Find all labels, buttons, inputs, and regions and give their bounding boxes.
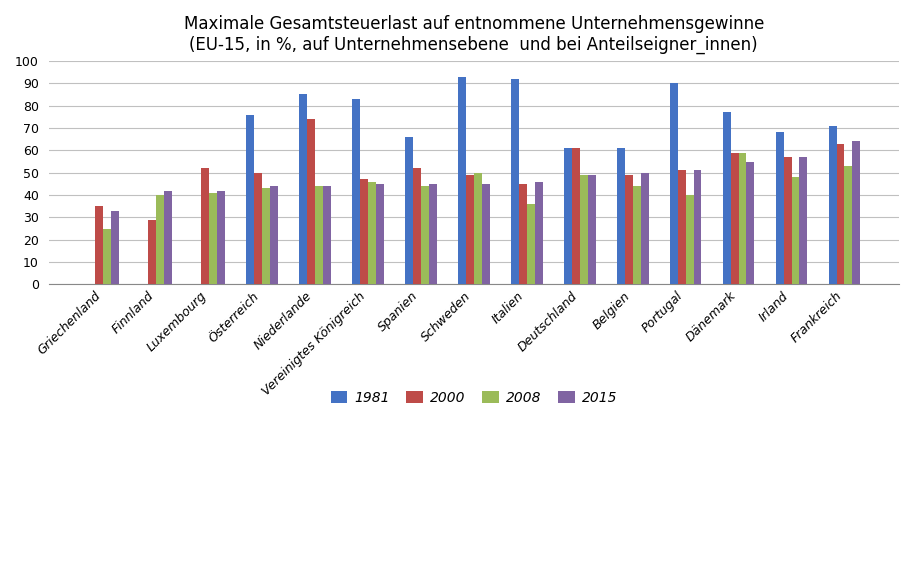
Bar (730, 152, 739, 285)
Bar (458, 76, 466, 285)
Bar (352, 99, 360, 285)
Bar (246, 114, 254, 285)
Bar (617, 148, 624, 285)
Bar (579, 175, 588, 285)
Bar (641, 172, 649, 285)
Bar (739, 152, 747, 285)
Bar (747, 162, 754, 285)
Bar (588, 175, 596, 285)
Bar (783, 157, 792, 285)
Bar (376, 184, 384, 285)
Bar (853, 141, 860, 285)
Bar (511, 79, 519, 285)
Legend: 1981, 2000, 2008, 2015: 1981, 2000, 2008, 2015 (325, 385, 622, 411)
Bar (420, 186, 429, 285)
Bar (800, 157, 807, 285)
Bar (405, 137, 413, 285)
Bar (315, 186, 323, 285)
Bar (624, 175, 632, 285)
Bar (694, 170, 701, 285)
Bar (845, 166, 853, 285)
Bar (792, 177, 800, 285)
Bar (270, 186, 278, 285)
Bar (95, 206, 103, 285)
Bar (776, 132, 783, 285)
Bar (723, 112, 730, 285)
Bar (164, 190, 172, 285)
Bar (526, 204, 535, 285)
Bar (262, 189, 270, 285)
Bar (323, 186, 331, 285)
Bar (360, 179, 368, 285)
Bar (429, 184, 437, 285)
Bar (201, 168, 209, 285)
Bar (677, 170, 686, 285)
Bar (209, 193, 217, 285)
Bar (829, 126, 836, 285)
Bar (572, 148, 579, 285)
Bar (217, 190, 225, 285)
Bar (413, 168, 420, 285)
Bar (535, 182, 543, 285)
Bar (632, 186, 641, 285)
Bar (307, 119, 315, 285)
Bar (836, 144, 845, 285)
Bar (368, 182, 376, 285)
Bar (670, 83, 677, 285)
Bar (686, 195, 694, 285)
Bar (473, 172, 482, 285)
Bar (564, 148, 572, 285)
Title: Maximale Gesamtsteuerlast auf entnommene Unternehmensgewinne
(EU-15, in %, auf U: Maximale Gesamtsteuerlast auf entnommene… (184, 15, 764, 54)
Bar (103, 229, 112, 285)
Bar (482, 184, 490, 285)
Bar (148, 220, 156, 285)
Bar (112, 210, 119, 285)
Bar (299, 94, 307, 285)
Bar (254, 172, 262, 285)
Bar (519, 184, 526, 285)
Bar (156, 195, 164, 285)
Bar (466, 175, 473, 285)
